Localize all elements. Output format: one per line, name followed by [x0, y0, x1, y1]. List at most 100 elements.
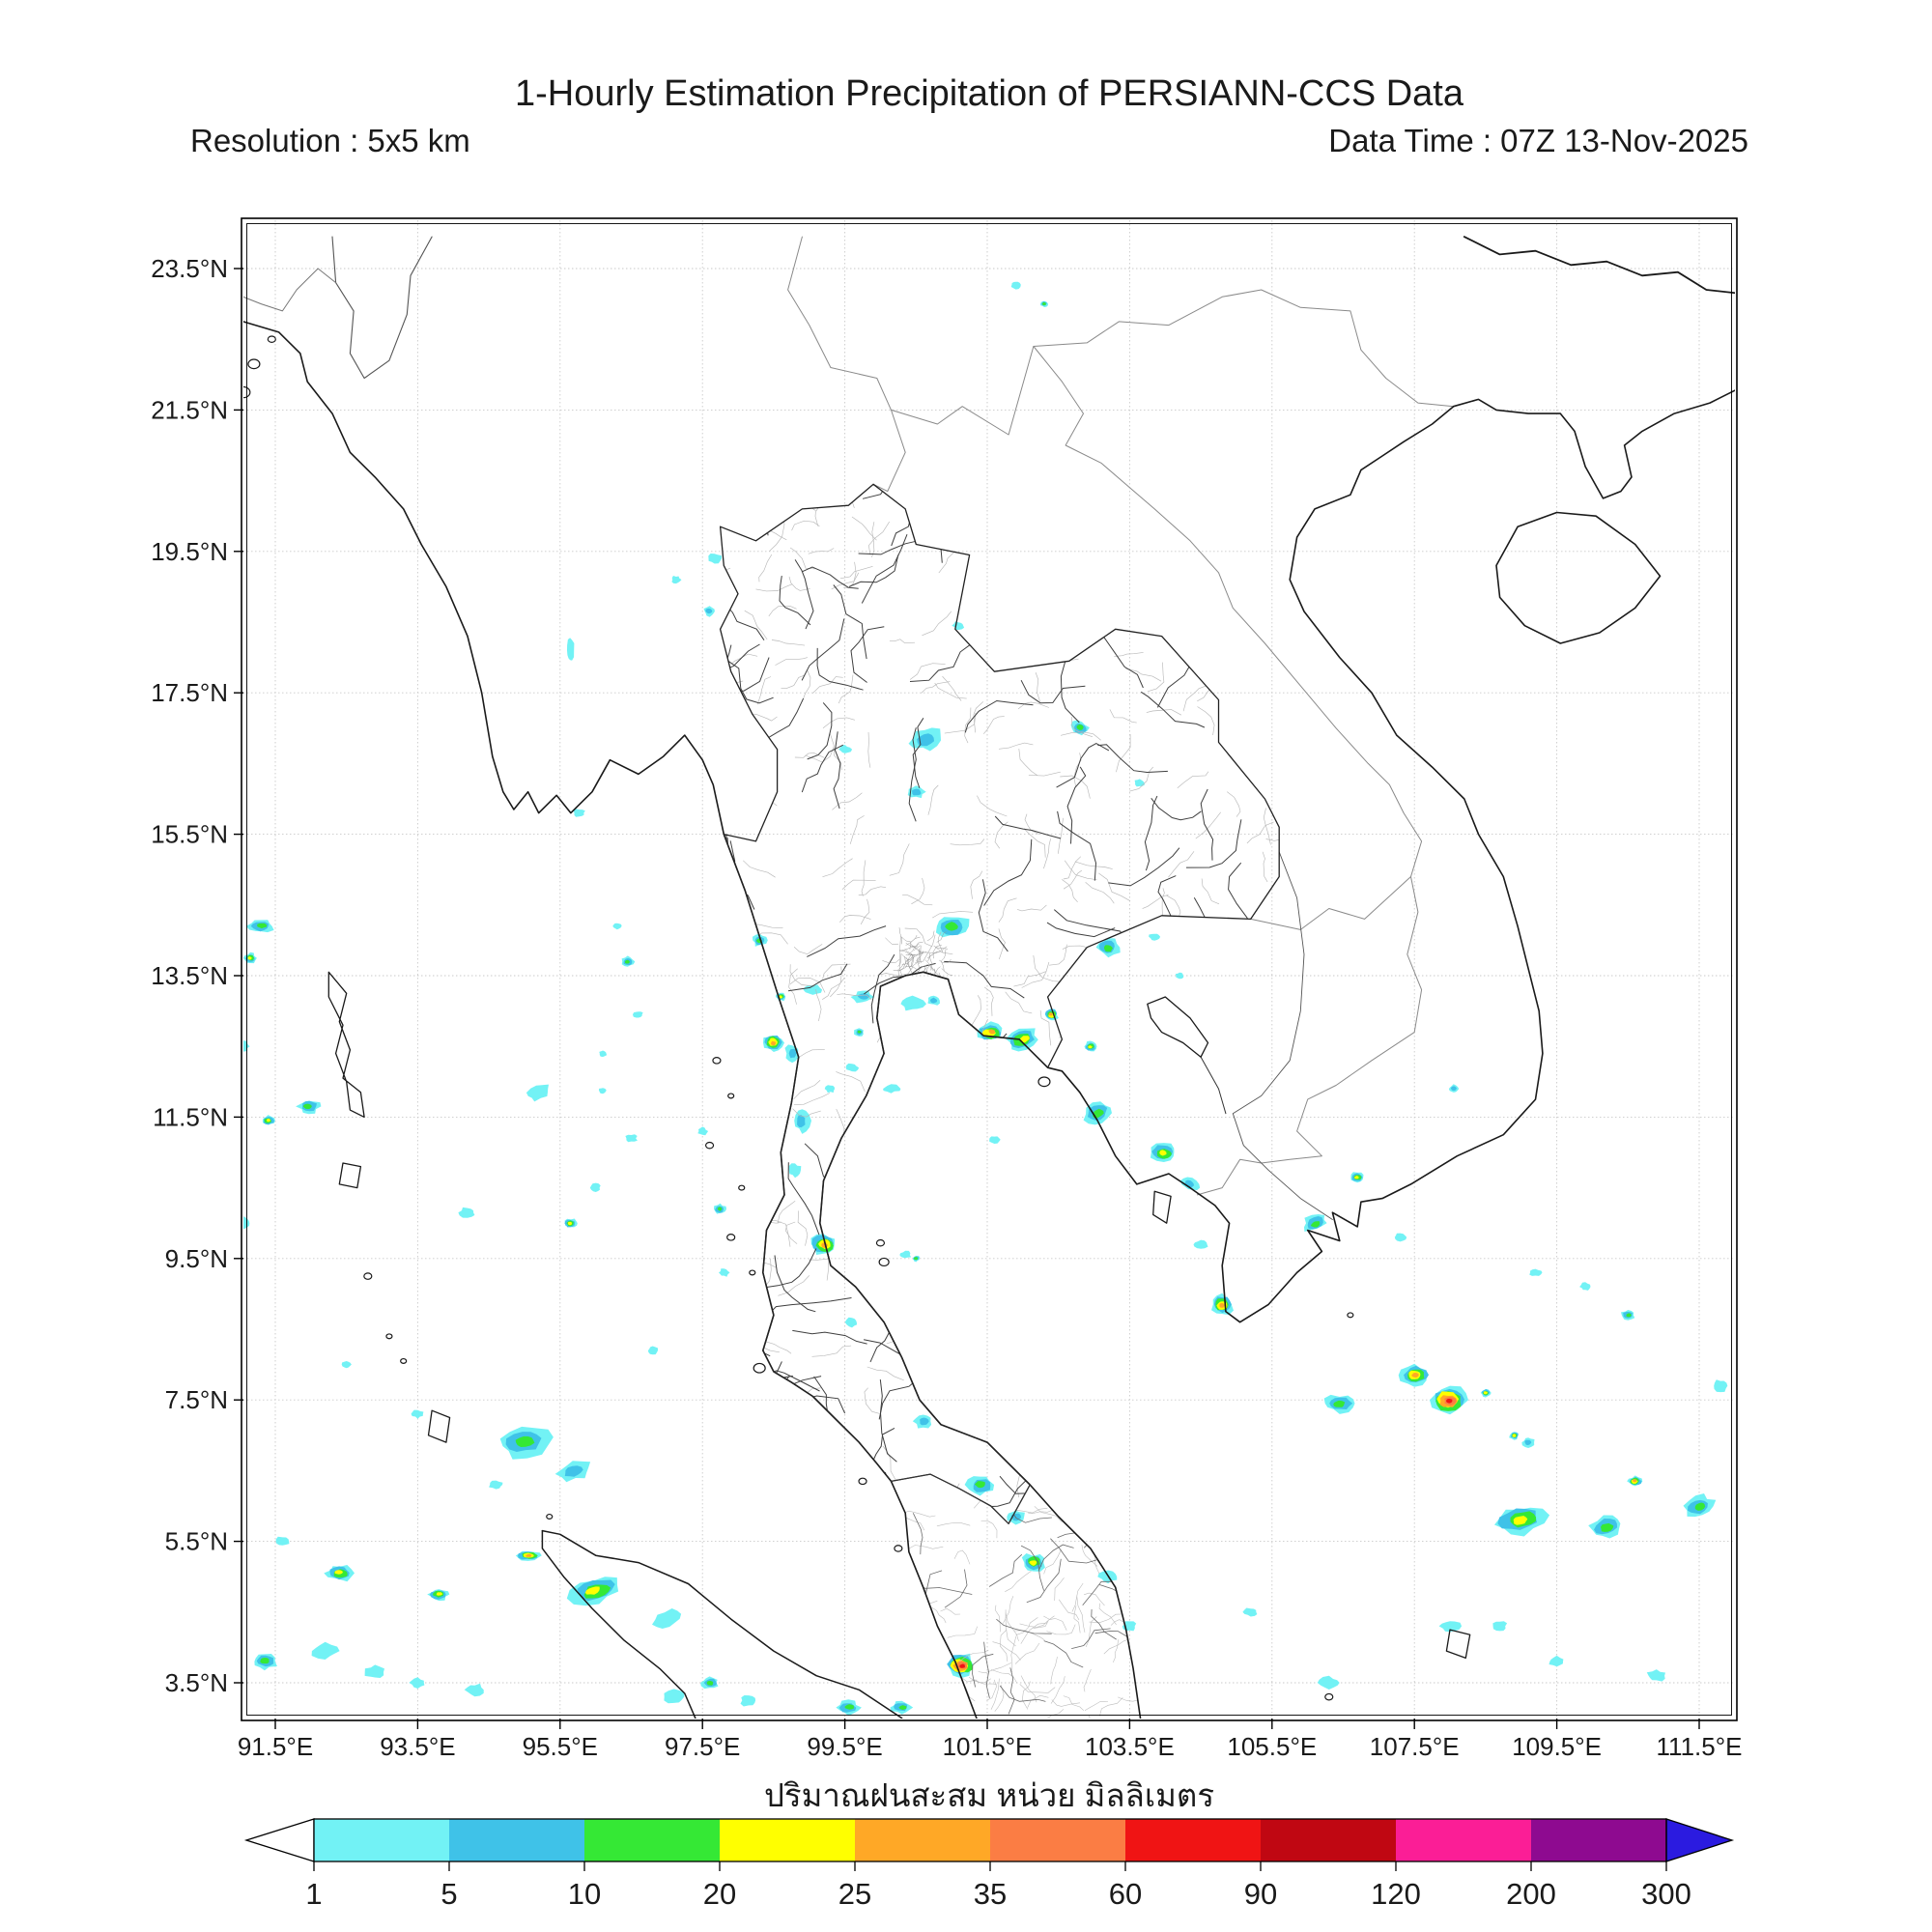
admin-boundary-line: [1204, 1429, 1223, 1454]
admin-boundary-line: [1076, 1595, 1086, 1633]
admin-boundary-line: [1193, 1135, 1254, 1163]
admin-boundary-line: [963, 1515, 988, 1524]
precip-blob-level-1: [845, 1063, 860, 1072]
admin-boundary-line: [1057, 810, 1097, 881]
admin-boundary-line: [906, 1234, 971, 1259]
coast-myanmar-west: [243, 321, 978, 1719]
precip-blob-level-1: [567, 638, 575, 661]
precip-blob-level-4: [1088, 1045, 1093, 1049]
admin-boundary-line: [973, 701, 984, 733]
admin-boundary-line: [1223, 558, 1254, 568]
admin-boundary-line: [694, 1202, 705, 1232]
x-tick-label: 107.5°E: [1370, 1732, 1460, 1761]
admin-boundary-line: [756, 676, 772, 705]
admin-boundary-line: [991, 1110, 1012, 1135]
admin-boundary-line: [1225, 533, 1243, 568]
admin-boundary-line: [850, 1189, 867, 1223]
admin-boundary-line: [793, 1079, 821, 1099]
admin-boundary-line: [924, 484, 945, 513]
precip-blob-level-1: [1193, 1239, 1208, 1249]
admin-boundary-line: [976, 1033, 1008, 1097]
admin-boundary-line: [1177, 771, 1209, 788]
admin-boundary-line: [960, 1132, 967, 1171]
admin-boundary-line: [1081, 1545, 1098, 1567]
admin-boundary-line: [797, 487, 816, 512]
admin-boundary-line: [1030, 1272, 1117, 1292]
admin-boundary-line: [976, 486, 988, 513]
x-tick-label: 105.5°E: [1227, 1732, 1317, 1761]
admin-boundary-line: [753, 1182, 767, 1218]
admin-boundary-line: [697, 1134, 705, 1168]
admin-boundary-line: [734, 1082, 744, 1114]
admin-boundary-line: [1058, 1352, 1084, 1376]
coast-indochina-east: [904, 405, 1544, 1323]
admin-boundary-line: [889, 639, 916, 643]
admin-boundary-line: [1058, 1177, 1090, 1188]
colorbar-tick-label: 10: [568, 1877, 601, 1911]
colorbar-under-arrow: [243, 1818, 315, 1862]
admin-boundary-line: [1058, 1178, 1067, 1214]
admin-boundary-line: [1043, 1221, 1068, 1240]
admin-boundary-line: [1030, 1156, 1036, 1195]
precip-blob-level-1: [1438, 1621, 1463, 1633]
admin-boundary-line: [963, 1330, 988, 1354]
colorbar-tick-label: 60: [1109, 1877, 1142, 1911]
admin-boundary-line: [735, 1318, 753, 1353]
admin-boundary-line: [737, 1540, 784, 1589]
admin-boundary-line: [1149, 1014, 1168, 1036]
admin-boundary-line: [1156, 632, 1204, 708]
admin-boundary-line: [942, 675, 962, 701]
precip-blob-level-3: [257, 923, 268, 929]
admin-boundary-line: [904, 956, 919, 967]
admin-boundary-line: [1085, 882, 1115, 904]
admin-boundary-line: [1262, 851, 1268, 883]
admin-boundary-line: [1084, 999, 1090, 1031]
precip-blob-level-4: [1513, 1516, 1528, 1525]
admin-boundary-line: [740, 1113, 746, 1150]
map-inner-frame: [246, 223, 1732, 1716]
admin-boundary-line: [680, 1424, 718, 1428]
admin-boundary-line: [1233, 484, 1280, 514]
admin-boundary-line: [794, 559, 814, 630]
admin-boundary-line: [778, 1463, 806, 1467]
admin-boundary-line: [871, 522, 875, 558]
admin-boundary-line: [1151, 797, 1202, 821]
admin-boundary-line: [926, 963, 937, 974]
admin-boundary-line: [843, 561, 857, 588]
admin-boundary-line: [720, 845, 729, 853]
small-island: [400, 1357, 408, 1364]
admin-boundary-line: [864, 1387, 880, 1414]
admin-boundary-line: [915, 978, 933, 984]
admin-boundary-line: [788, 968, 798, 1005]
precip-blob-level-3: [260, 1658, 270, 1664]
admin-boundary-line: [830, 1190, 873, 1208]
admin-boundary-line: [930, 484, 943, 506]
colorbar-tick-label: 1: [305, 1877, 322, 1911]
admin-boundary-line: [1063, 869, 1083, 890]
admin-boundary-line: [1028, 1509, 1055, 1515]
figure-title: 1-Hourly Estimation Precipitation of PER…: [514, 73, 1463, 114]
province-mesh: [720, 484, 1280, 1589]
admin-boundary-line: [1267, 1000, 1279, 1029]
admin-boundary-line: [1050, 1538, 1097, 1564]
axis-ticks-and-labels: 91.5°E 93.5°E 95.5°E 97.5°E 99.5°E 101.5°E 103…: [151, 254, 1742, 1761]
small-island: [1324, 1692, 1334, 1701]
admin-boundary-line: [746, 712, 778, 722]
admin-boundary-line: [801, 618, 845, 681]
admin-boundary-line: [905, 1058, 927, 1080]
admin-boundary-line: [952, 1288, 981, 1295]
admin-boundary-line: [1147, 662, 1165, 693]
admin-boundary-line: [831, 572, 860, 590]
precip-blob-level-2: [1524, 1439, 1532, 1445]
admin-boundary-line: [807, 925, 887, 957]
precip-blob-level-1: [1317, 1675, 1340, 1690]
precip-blob-level-4: [1159, 1150, 1167, 1156]
admin-boundary-line: [1166, 895, 1181, 922]
admin-boundary-line: [986, 1679, 997, 1701]
admin-boundary-line: [917, 959, 921, 970]
admin-boundary-line: [802, 566, 859, 589]
small-island: [267, 335, 276, 344]
map-frame: [241, 217, 1738, 1721]
admin-boundary-line: [694, 511, 719, 548]
admin-boundary-line: [1144, 940, 1169, 962]
